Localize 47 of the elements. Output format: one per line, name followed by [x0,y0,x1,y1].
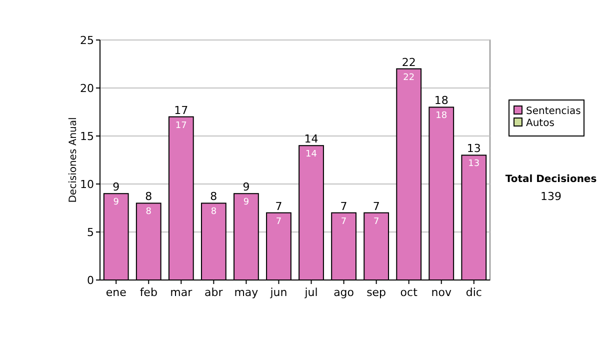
data-label: 8 [210,207,217,218]
y-tick-label: 10 [80,178,94,191]
total-label: 8 [145,190,152,204]
x-tick-label: abr [204,286,224,299]
x-tick-label: nov [431,286,452,299]
total-label: 9 [112,180,120,194]
x-tick-label: dic [466,286,482,299]
legend-label: Sentencias [526,106,581,117]
x-tick-label: sep [366,286,386,299]
text: Total Decisiones [505,174,597,185]
y-tick-label: 20 [80,82,94,95]
total-label: 7 [340,200,348,213]
legend-label: Autos [526,118,554,129]
data-label: 14 [306,150,318,160]
total-label: 8 [210,190,218,204]
total-label: 7 [372,200,380,213]
y-tick-label: 0 [87,274,94,287]
x-tick-label: ene [106,286,127,299]
text: 139 [540,190,562,203]
data-label: 17 [175,120,187,131]
x-tick-label: ago [334,286,354,299]
total-label: 18 [434,94,448,108]
y-tick-label: 5 [87,226,94,239]
total-label: 17 [174,104,188,117]
data-label: 18 [436,111,448,122]
x-tick-label: jun [269,286,288,299]
data-label: 9 [243,198,250,208]
data-label: 9 [113,198,120,208]
total-label: 13 [466,142,481,156]
y-axis-title: Decisiones Anual [68,117,79,203]
data-label: 7 [373,216,380,227]
y-tick-label: 25 [80,34,94,47]
x-tick-label: may [234,286,259,299]
y-tick-label: 15 [80,130,94,143]
x-tick-label: mar [170,286,193,299]
x-tick-label: oct [400,286,418,299]
x-tick-label: feb [140,286,158,299]
data-label: 7 [276,216,282,227]
x-tick-label: jul [304,286,318,299]
data-label: 22 [403,72,415,83]
total-label: 14 [304,132,318,146]
data-label: 8 [146,207,152,218]
total-label: 7 [275,200,282,213]
data-label: 7 [340,216,347,227]
total-label: 22 [402,56,416,69]
data-label: 13 [468,159,480,170]
total-label: 9 [242,180,250,194]
